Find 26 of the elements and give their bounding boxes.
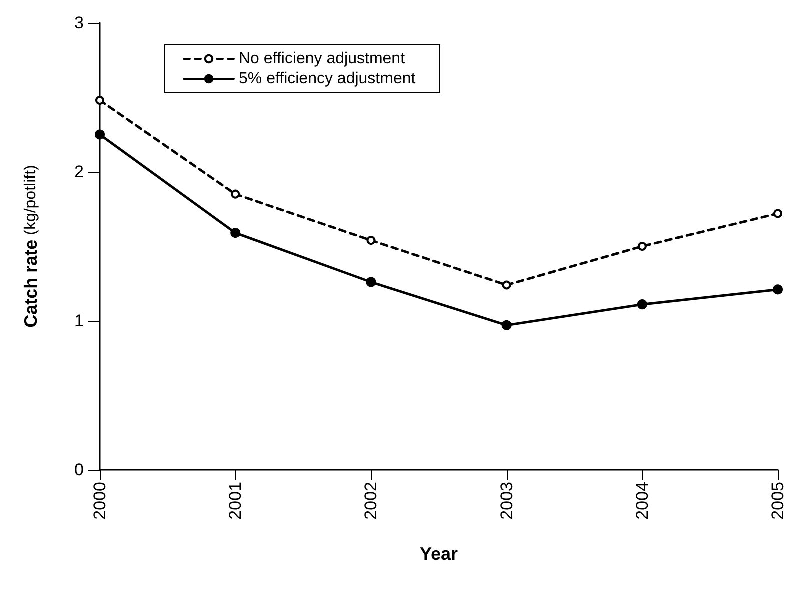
x-tick-label: 2004 bbox=[632, 482, 652, 520]
x-tick-label: 2003 bbox=[497, 482, 516, 520]
x-tick-label: 2002 bbox=[362, 482, 381, 520]
point bbox=[638, 242, 647, 251]
x-tick-label: 2005 bbox=[768, 482, 788, 520]
point bbox=[366, 236, 376, 246]
legend-label: 5% efficiency adjustment bbox=[239, 70, 416, 88]
legend-label: No efficieny adjustment bbox=[239, 50, 406, 68]
y-tick-label: 1 bbox=[74, 312, 84, 330]
point bbox=[774, 209, 782, 218]
y-tick-label: 2 bbox=[74, 162, 84, 182]
point bbox=[230, 228, 241, 238]
y-tick-label: 3 bbox=[74, 14, 84, 32]
point bbox=[96, 96, 104, 105]
y-axis-title: Catch rate (kg/potlift) bbox=[21, 165, 41, 328]
x-axis-title: Year bbox=[420, 544, 458, 564]
point bbox=[366, 277, 376, 288]
point bbox=[231, 190, 240, 199]
point bbox=[637, 300, 648, 310]
x-tick-label: 2000 bbox=[90, 482, 110, 520]
x-tick-label: 2001 bbox=[226, 482, 246, 520]
point bbox=[95, 130, 105, 140]
point bbox=[502, 280, 512, 290]
point bbox=[502, 320, 512, 330]
point bbox=[773, 284, 783, 295]
y-tick-label: 0 bbox=[74, 460, 84, 480]
